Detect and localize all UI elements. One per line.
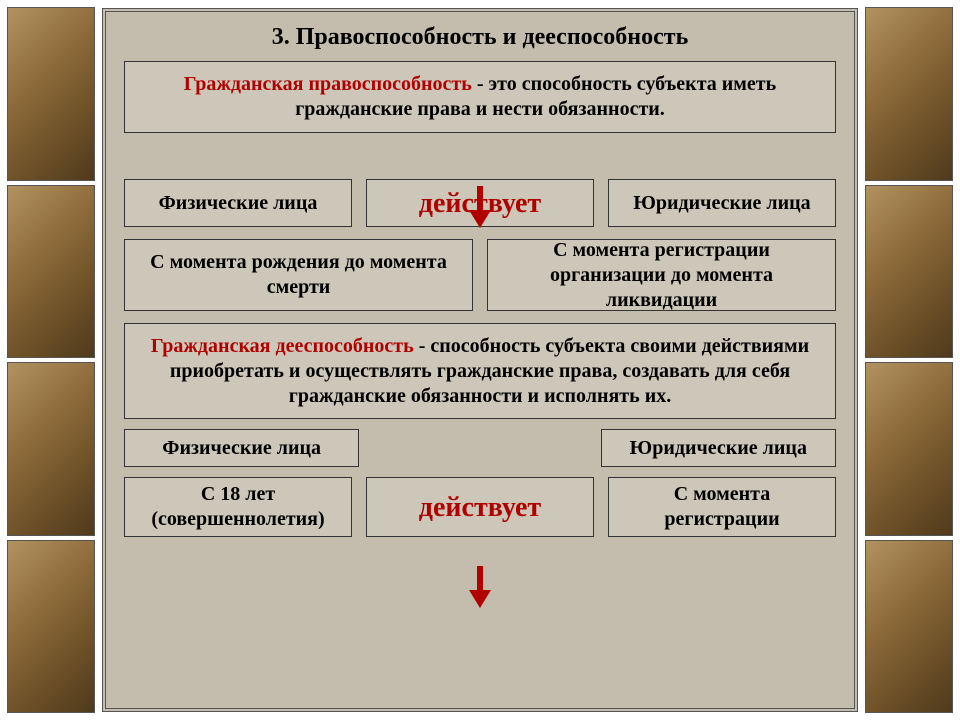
texture-tile [8, 186, 94, 358]
texture-tile [8, 8, 94, 180]
texture-tile [8, 363, 94, 535]
texture-tile [866, 541, 952, 713]
box-registration-liquidation: С момента регистрации организации до мом… [487, 239, 836, 311]
row-timing-2: С 18 лет (совершеннолетия) действует С м… [124, 477, 836, 537]
box-physical-2: Физические лица [124, 429, 359, 467]
texture-tile [8, 541, 94, 713]
arrow-1 [466, 184, 494, 228]
definition-1-term: Гражданская правоспособность [184, 73, 472, 95]
arrow-2 [466, 564, 494, 608]
definition-1-text: Гражданская правоспособность - это спосо… [135, 72, 825, 122]
box-legal-1: Юридические лица [608, 179, 836, 227]
texture-tile [866, 8, 952, 180]
right-texture-column [866, 8, 952, 712]
content-panel: 3. Правоспособность и дееспособность Гра… [102, 8, 858, 712]
box-age-18: С 18 лет (совершеннолетия) [124, 477, 352, 537]
definition-box-2: Гражданская дееспособность - способность… [124, 323, 836, 419]
definition-2-term: Гражданская дееспособность [151, 335, 414, 357]
box-physical-1: Физические лица [124, 179, 352, 227]
texture-tile [866, 186, 952, 358]
box-birth-death: С момента рождения до момента смерти [124, 239, 473, 311]
box-acts-2: действует [366, 477, 594, 537]
texture-tile [866, 363, 952, 535]
row-subjects-2: Физические лица Юридические лица [124, 429, 836, 467]
box-from-registration: С момента регистрации [608, 477, 836, 537]
definition-2-text: Гражданская дееспособность - способность… [135, 334, 825, 409]
slide-background: 3. Правоспособность и дееспособность Гра… [0, 0, 960, 720]
box-legal-2: Юридические лица [601, 429, 836, 467]
row-timing-1: С момента рождения до момента смерти С м… [124, 239, 836, 311]
slide-title: 3. Правоспособность и дееспособность [124, 24, 836, 51]
left-texture-column [8, 8, 94, 712]
definition-box-1: Гражданская правоспособность - это спосо… [124, 61, 836, 133]
